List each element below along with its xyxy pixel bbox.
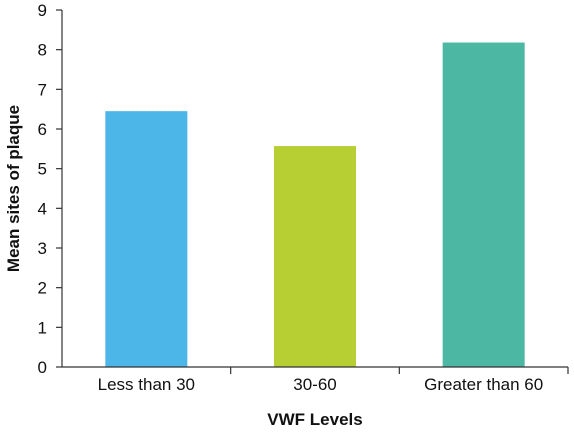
bar-1 xyxy=(274,146,356,367)
y-tick-label: 9 xyxy=(38,1,47,20)
x-axis-title: VWF Levels xyxy=(267,410,362,429)
x-tick-label: Less than 30 xyxy=(98,375,195,394)
x-tick-label: 30-60 xyxy=(293,375,336,394)
y-tick-label: 4 xyxy=(38,199,47,218)
bar-0 xyxy=(105,111,188,368)
y-axis-title: Mean sites of plaque xyxy=(4,105,23,272)
y-axis-ticks: 0 1 2 3 4 5 6 7 8 9 xyxy=(38,1,62,377)
y-tick-label: 6 xyxy=(38,120,47,139)
x-tick-label: Greater than 60 xyxy=(424,375,543,394)
bars-layer xyxy=(105,42,525,368)
y-tick-label: 2 xyxy=(38,279,47,298)
bar-2 xyxy=(442,42,525,367)
y-tick-label: 1 xyxy=(38,318,47,337)
y-tick-label: 8 xyxy=(38,41,47,60)
y-tick-label: 5 xyxy=(38,160,47,179)
y-tick-label: 7 xyxy=(38,80,47,99)
y-tick-label: 0 xyxy=(38,358,47,377)
y-tick-label: 3 xyxy=(38,239,47,258)
x-axis-ticks: Less than 30 30-60 Greater than 60 xyxy=(98,367,569,394)
axes-layer xyxy=(61,10,568,368)
